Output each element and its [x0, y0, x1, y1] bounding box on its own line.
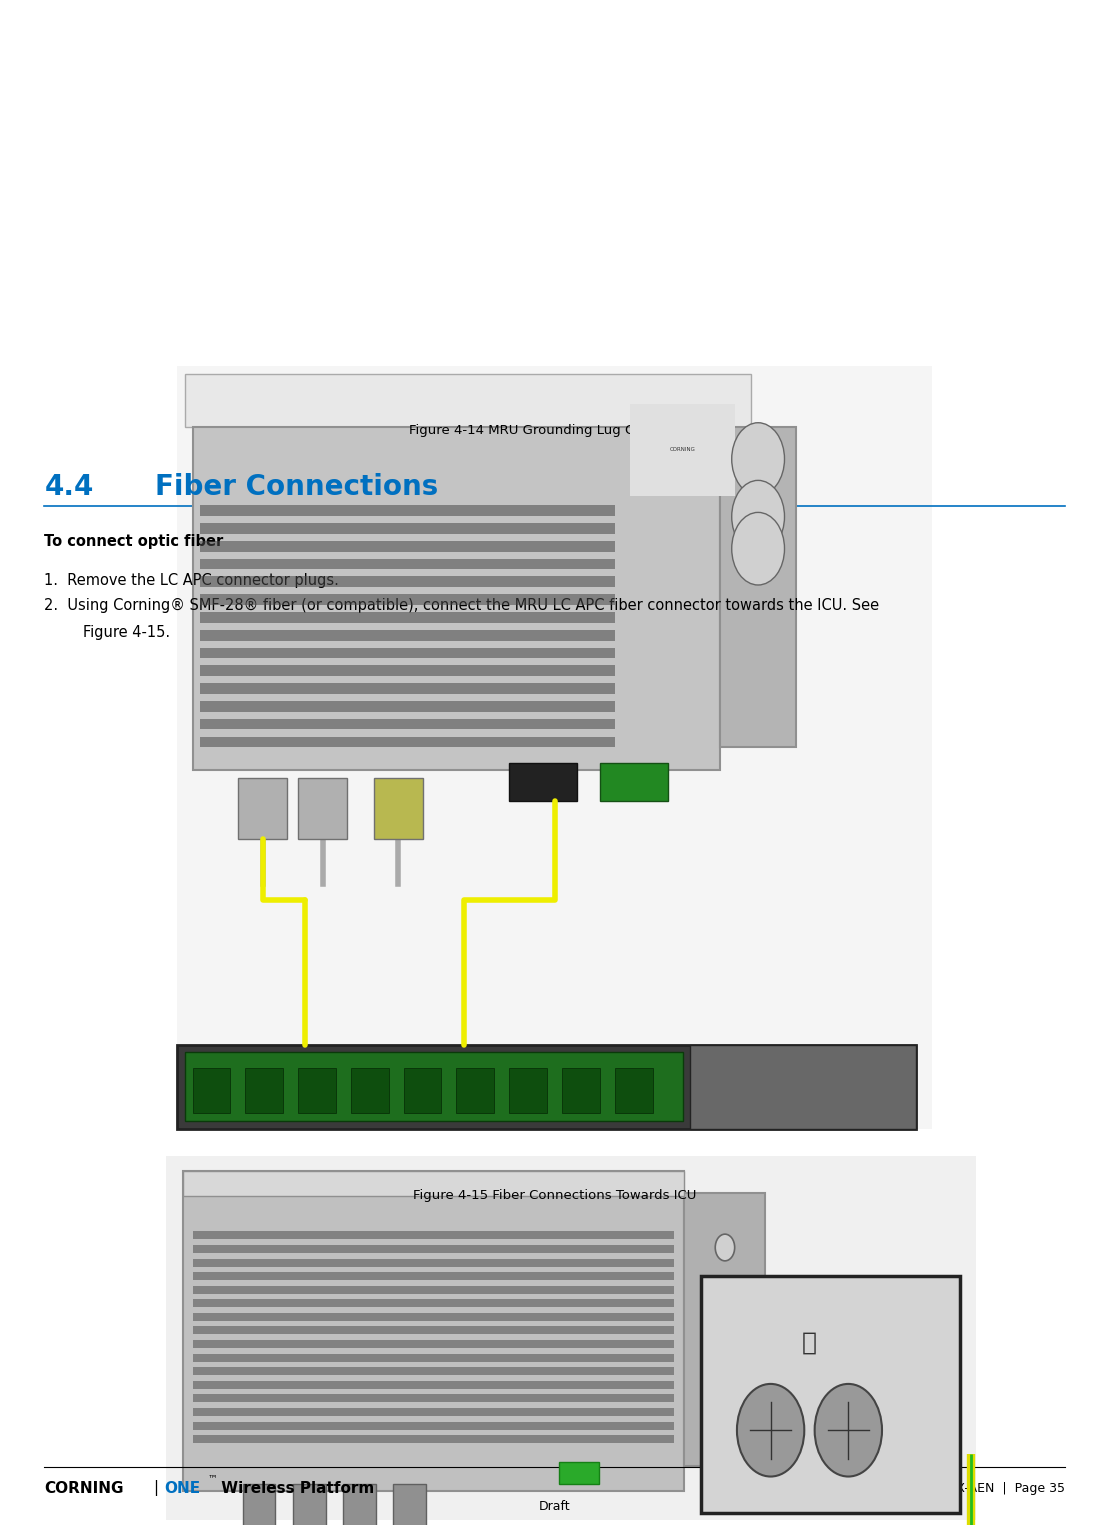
Circle shape — [815, 1383, 882, 1476]
Bar — [394, 1484, 426, 1525]
Bar — [193, 1313, 674, 1321]
Bar — [193, 1354, 674, 1362]
Bar — [200, 718, 614, 729]
Text: Figure 4-15 Fiber Connections Towards ICU: Figure 4-15 Fiber Connections Towards IC… — [413, 1190, 696, 1203]
Bar — [690, 1045, 916, 1128]
Bar — [193, 1068, 231, 1113]
Circle shape — [737, 1383, 804, 1476]
Bar — [166, 1156, 976, 1520]
Circle shape — [715, 1302, 734, 1328]
Bar — [559, 1462, 599, 1484]
Bar — [600, 762, 668, 801]
Bar — [200, 648, 614, 659]
Bar — [243, 1484, 275, 1525]
Bar — [343, 1484, 376, 1525]
Bar — [200, 505, 614, 515]
Bar — [193, 1435, 674, 1443]
Bar — [614, 1068, 652, 1113]
Bar — [509, 1068, 547, 1113]
Bar — [684, 1193, 765, 1466]
Text: ONE: ONE — [164, 1481, 201, 1496]
Bar — [298, 1068, 336, 1113]
Bar — [193, 1421, 674, 1429]
Bar — [177, 1045, 916, 1128]
Bar — [193, 1368, 674, 1376]
Text: Installation  |CMA-XXX-AEN  |  Page 35: Installation |CMA-XXX-AEN | Page 35 — [825, 1482, 1065, 1494]
Bar — [701, 1276, 959, 1513]
Bar — [193, 1408, 674, 1417]
Bar — [245, 1068, 283, 1113]
Bar — [237, 778, 287, 839]
Circle shape — [715, 1234, 734, 1261]
Bar — [193, 1340, 674, 1348]
Bar — [177, 366, 932, 1128]
Bar — [185, 1052, 683, 1121]
Text: Fiber Connections: Fiber Connections — [155, 473, 438, 500]
Bar — [630, 404, 735, 496]
Circle shape — [732, 512, 784, 586]
Text: 2.  Using Corning® SMF-28® fiber (or compatible), connect the MRU LC APC fiber c: 2. Using Corning® SMF-28® fiber (or comp… — [44, 598, 879, 613]
Bar — [293, 1484, 326, 1525]
Text: ™: ™ — [207, 1473, 217, 1482]
Text: CORNING: CORNING — [670, 447, 695, 453]
Text: ⏚: ⏚ — [802, 1330, 817, 1354]
Text: 4.4: 4.4 — [44, 473, 94, 500]
Text: |: | — [153, 1481, 159, 1496]
Bar — [193, 1258, 674, 1267]
Bar — [562, 1068, 600, 1113]
Bar — [183, 1171, 684, 1491]
Bar — [200, 576, 614, 587]
Bar — [193, 1394, 674, 1403]
Circle shape — [715, 1283, 734, 1310]
Bar — [509, 762, 577, 801]
Bar — [200, 523, 614, 534]
Bar — [298, 778, 347, 839]
Bar — [350, 1068, 388, 1113]
Bar — [193, 1286, 674, 1293]
Bar — [200, 541, 614, 552]
Bar — [200, 558, 614, 569]
Text: Wireless Platform: Wireless Platform — [216, 1481, 375, 1496]
Bar — [721, 427, 796, 747]
Bar — [193, 1244, 674, 1254]
Bar — [200, 595, 614, 605]
Bar — [183, 1171, 684, 1196]
Bar — [200, 683, 614, 694]
Bar — [200, 630, 614, 640]
Text: To connect optic fiber: To connect optic fiber — [44, 534, 224, 549]
Bar — [200, 702, 614, 712]
Bar — [193, 1327, 674, 1334]
Bar — [200, 612, 614, 622]
Bar — [200, 665, 614, 676]
Text: CORNING: CORNING — [44, 1481, 124, 1496]
Bar — [457, 1068, 495, 1113]
Bar — [193, 1299, 674, 1307]
Circle shape — [732, 422, 784, 496]
Text: Draft: Draft — [539, 1501, 570, 1513]
Text: 1.  Remove the LC APC connector plugs.: 1. Remove the LC APC connector plugs. — [44, 573, 339, 589]
Bar — [193, 1380, 674, 1389]
Bar — [404, 1068, 441, 1113]
Text: Figure 4-14 MRU Grounding Lug Connection: Figure 4-14 MRU Grounding Lug Connection — [409, 424, 700, 438]
Bar — [200, 737, 614, 747]
Bar — [185, 374, 751, 427]
Bar — [193, 427, 721, 770]
Circle shape — [732, 480, 784, 554]
Bar — [193, 1272, 674, 1279]
Bar — [374, 778, 423, 839]
Text: Figure 4-15.: Figure 4-15. — [83, 625, 171, 640]
Bar — [193, 1231, 674, 1240]
